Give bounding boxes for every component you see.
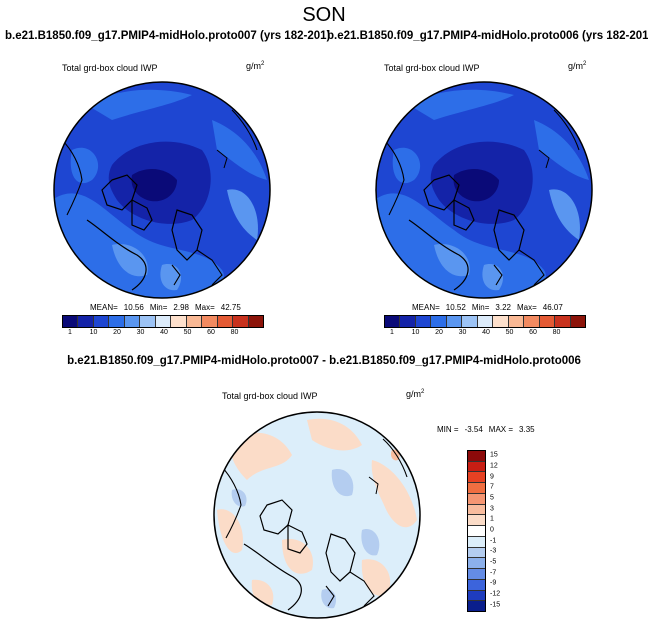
panel-1-colorbar-tick-label: 80: [230, 329, 239, 336]
difference-colorbar-tick-label: 3: [490, 505, 494, 513]
panel-2-variable-label: Total grd-box cloud IWP: [384, 63, 480, 73]
panel-2-run-title: b.e21.B1850.f09_g17.PMIP4-midHolo.proto0…: [327, 30, 648, 42]
panel-2-colorbar-tick-label: 60: [529, 329, 537, 336]
difference-title: b.e21.B1850.f09_g17.PMIP4-midHolo.proto0…: [67, 355, 581, 367]
difference-colorbar-swatch: [468, 515, 485, 527]
difference-colorbar-tick-label: 5: [490, 494, 494, 502]
panel-1-colorbar-swatch: [186, 316, 203, 327]
difference-colorbar-tick-label: 0: [490, 526, 494, 534]
difference-colorbar-tick-label: -9: [490, 579, 497, 587]
panel-2-colorbar-swatch: [462, 316, 478, 327]
difference-colorbar-swatch: [468, 451, 485, 462]
difference-colorbar-swatch: [468, 483, 485, 494]
panel-1-colorbar-swatch: [155, 316, 172, 327]
panel-1-colorbar-tick-label: 20: [113, 329, 121, 336]
panel-2-colorbar-swatch: [539, 316, 556, 327]
panel-1-units-label: g/m2: [246, 61, 265, 71]
panel-2-colorbar-tick-label: 50: [505, 329, 514, 336]
difference-variable-label: Total grd-box cloud IWP: [222, 391, 318, 401]
difference-colorbar-ticks: 15 12 9 7 5 3 1 0 -1 -3 -5 -7 -9 -12 -15: [490, 450, 520, 610]
difference-polar-map: [213, 411, 421, 619]
difference-colorbar-tick-label: -15: [490, 601, 501, 609]
panel-1-colorbar-tick-label: 10: [89, 329, 98, 336]
panel-1-colorbar-swatch: [93, 316, 110, 327]
panel-2-colorbar-swatch: [570, 316, 586, 327]
panel-2-colorbar-ticks: 1 10 20 30 40 50 60 80: [384, 329, 584, 339]
panel-2-polar-map: [375, 81, 593, 299]
panel-2-colorbar: [384, 315, 586, 328]
panel-2-colorbar-swatch: [415, 316, 432, 327]
panel-1-colorbar-ticks: 1 10 20 30 40 50 60 80: [62, 329, 262, 339]
panel-1-run-title: b.e21.B1850.f09_g17.PMIP4-midHolo.proto0…: [5, 30, 331, 42]
panel-1-colorbar-tick-label: 60: [207, 329, 215, 336]
panel-2-units-label: g/m2: [568, 61, 587, 71]
panel-2-colorbar-tick-label: 30: [458, 329, 467, 336]
difference-colorbar-swatch: [468, 504, 485, 516]
difference-colorbar-tick-label: 9: [490, 473, 494, 481]
difference-colorbar-tick-label: -12: [490, 590, 501, 598]
panel-1-colorbar-tick-label: 40: [160, 329, 168, 336]
difference-colorbar-swatch: [468, 547, 485, 559]
difference-colorbar-tick-label: -3: [490, 547, 497, 555]
panel-2-colorbar-tick-label: 10: [411, 329, 420, 336]
panel-2-colorbar-swatch: [555, 316, 571, 327]
panel-2-colorbar-tick-label: 20: [435, 329, 443, 336]
difference-colorbar-tick-label: 7: [490, 483, 494, 491]
difference-colorbar: [467, 450, 486, 612]
difference-colorbar-swatch: [468, 569, 485, 580]
panel-1-variable-label: Total grd-box cloud IWP: [62, 63, 158, 73]
difference-colorbar-swatch: [468, 493, 485, 505]
panel-1-colorbar-tick-label: 1: [68, 329, 72, 336]
panel-2-colorbar-tick-label: 40: [482, 329, 490, 336]
panel-2-colorbar-swatch: [508, 316, 525, 327]
panel-2-colorbar-swatch: [400, 316, 416, 327]
difference-colorbar-swatch: [468, 601, 485, 612]
panel-2-stats: MEAN= 10.52 Min= 3.22 Max= 46.07: [412, 303, 563, 312]
panel-1-colorbar-swatch: [171, 316, 187, 327]
difference-colorbar-swatch: [468, 472, 485, 484]
panel-1-colorbar-swatch: [109, 316, 125, 327]
figure-title: SON: [302, 4, 346, 26]
panel-2-colorbar-tick-label: 1: [390, 329, 394, 336]
panel-2-colorbar-swatch: [477, 316, 494, 327]
difference-minmax: MIN = -3.54 MAX = 3.35: [437, 425, 535, 434]
panel-2-colorbar-swatch: [431, 316, 447, 327]
difference-colorbar-tick-label: 15: [490, 451, 498, 459]
panel-2-colorbar-swatch: [493, 316, 509, 327]
panel-1-colorbar-swatch: [202, 316, 218, 327]
difference-colorbar-swatch: [468, 558, 485, 570]
panel-1-polar-map: [53, 81, 271, 299]
difference-colorbar-tick-label: 1: [490, 515, 494, 523]
panel-1-colorbar-swatch: [140, 316, 156, 327]
difference-colorbar-tick-label: -5: [490, 558, 497, 566]
difference-colorbar-swatch: [468, 461, 485, 473]
panel-1-colorbar-tick-label: 30: [136, 329, 145, 336]
panel-1-colorbar-tick-label: 50: [183, 329, 192, 336]
difference-colorbar-swatch: [468, 579, 485, 591]
difference-colorbar-tick-label: -7: [490, 569, 497, 577]
panel-1-colorbar-swatch: [78, 316, 94, 327]
difference-units-label: g/m2: [406, 389, 425, 399]
difference-colorbar-swatch: [468, 590, 485, 602]
panel-2-colorbar-tick-label: 80: [552, 329, 561, 336]
difference-colorbar-swatch: [468, 536, 485, 548]
panel-1-stats: MEAN= 10.56 Min= 2.98 Max= 42.75: [90, 303, 241, 312]
panel-1-colorbar-swatch: [248, 316, 264, 327]
panel-1-colorbar: [62, 315, 264, 328]
difference-colorbar-tick-label: 12: [490, 462, 498, 470]
panel-1-colorbar-swatch: [217, 316, 234, 327]
panel-1-colorbar-swatch: [63, 316, 79, 327]
difference-colorbar-tick-label: -1: [490, 537, 497, 545]
panel-1-colorbar-swatch: [233, 316, 249, 327]
panel-1-colorbar-swatch: [124, 316, 141, 327]
panel-2-colorbar-swatch: [385, 316, 401, 327]
difference-colorbar-swatch: [468, 526, 485, 537]
panel-2-colorbar-swatch: [446, 316, 463, 327]
panel-2-colorbar-swatch: [524, 316, 540, 327]
